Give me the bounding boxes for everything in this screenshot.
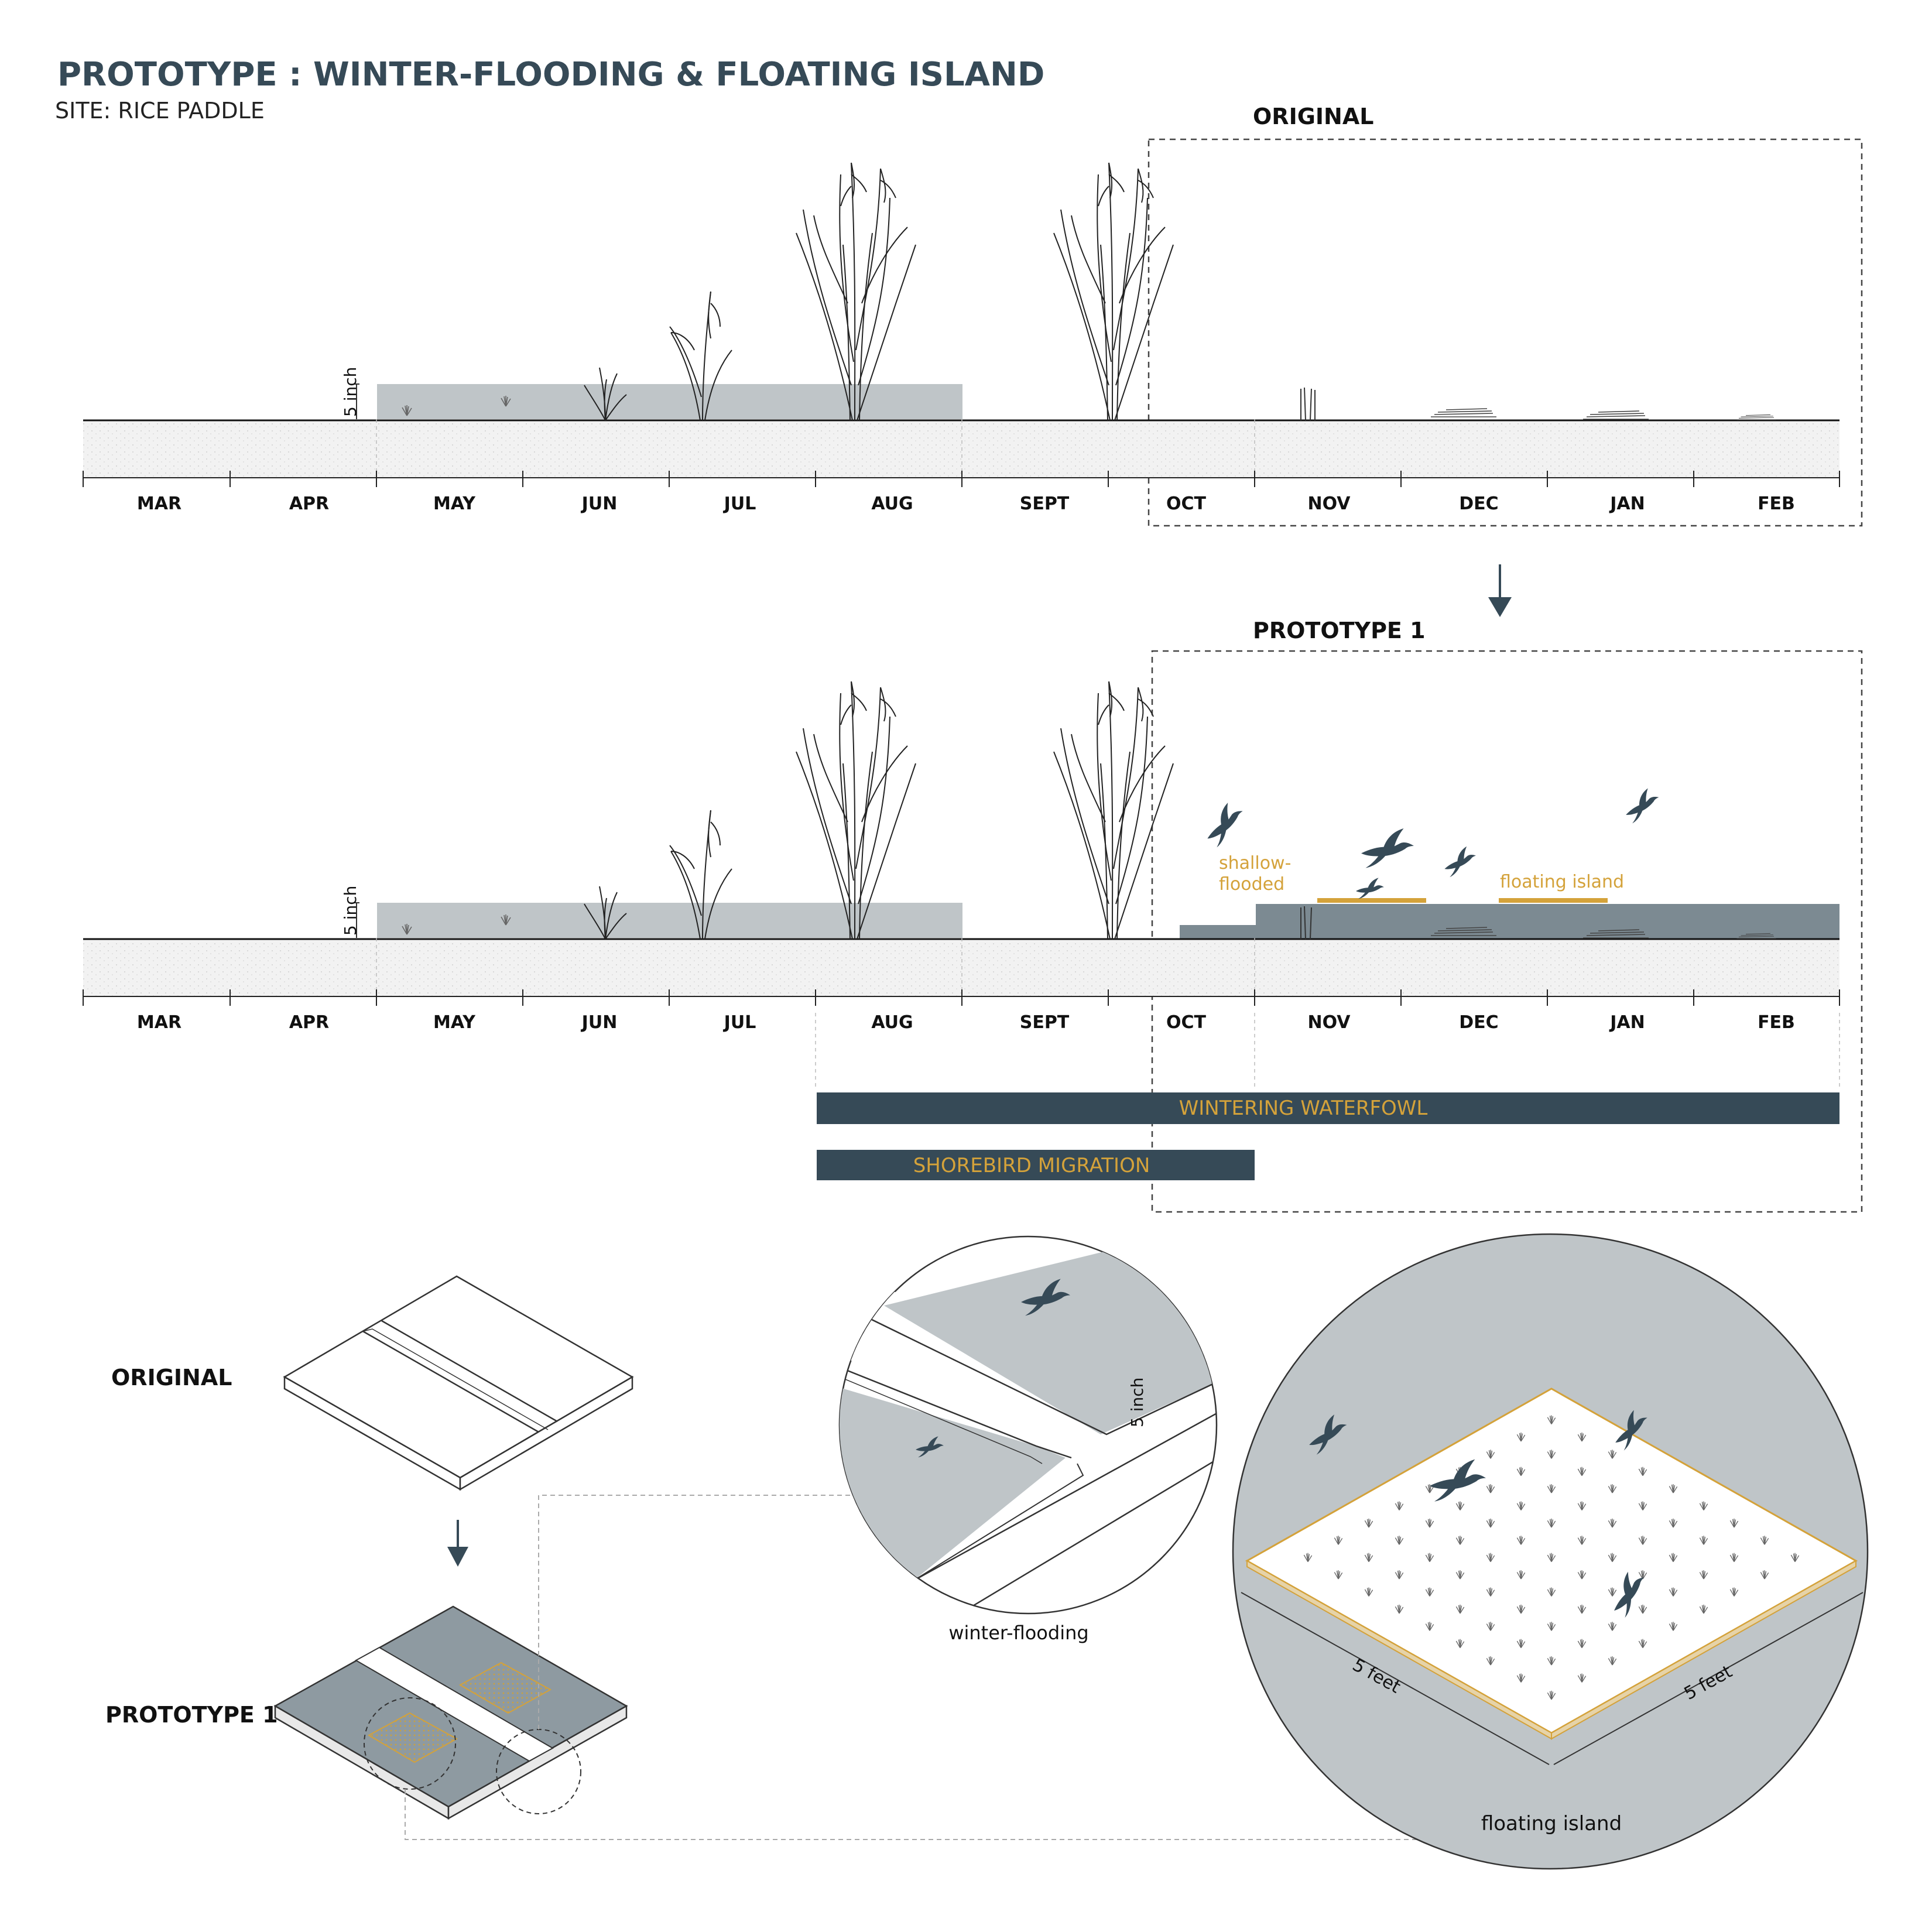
floating-island-strip (1317, 898, 1426, 903)
month-sept: SEPT (1020, 1012, 1070, 1033)
prototype-label: PROTOTYPE 1 (1253, 618, 1426, 643)
month-jul: JUL (723, 1012, 756, 1033)
depth-label: 5 inch (341, 886, 360, 936)
shallow-flooded-label-2: flooded (1219, 874, 1284, 895)
duck-bird-icon (1197, 798, 1252, 849)
month-jun: JUN (581, 1012, 618, 1033)
shorebird-migration-bar (817, 1150, 1255, 1180)
month-feb: FEB (1758, 1012, 1795, 1033)
month-sept: SEPT (1020, 494, 1070, 514)
wintering-waterfowl-label: WINTERING WATERFOWL (1179, 1097, 1428, 1120)
original-label: ORIGINAL (1253, 104, 1373, 129)
axon-prototype: PROTOTYPE 1 (105, 1605, 628, 1820)
leader-line-flooding (538, 1495, 851, 1729)
rice-plant-aug (796, 681, 916, 939)
floating-island-patch (458, 1662, 552, 1714)
month-jul: JUL (723, 494, 756, 514)
month-feb: FEB (1758, 494, 1795, 514)
axon-original-label: ORIGINAL (111, 1365, 232, 1390)
month-jun: JUN (581, 494, 618, 514)
axon-original: ORIGINAL (111, 1275, 634, 1491)
floating-island-label: floating island (1500, 872, 1624, 892)
month-dec: DEC (1459, 1012, 1498, 1033)
month-apr: APR (289, 1012, 329, 1033)
page-title: PROTOTYPE : WINTER-FLOODING & FLOATING I… (57, 56, 1044, 94)
season-bars: WINTERING WATERFOWL SHOREBIRD MIGRATION (817, 1092, 1839, 1180)
month-may: MAY (433, 1012, 476, 1033)
page-subtitle: SITE: RICE PADDLE (55, 98, 265, 124)
month-aug: AUG (871, 1012, 913, 1033)
soil-layer (83, 940, 1839, 996)
month-nov: NOV (1307, 494, 1351, 514)
month-dec: DEC (1459, 494, 1498, 514)
straw-feb (1736, 414, 1777, 420)
month-may: MAY (433, 494, 476, 514)
rice-plant-sept (1053, 162, 1174, 420)
month-nov: NOV (1307, 1012, 1351, 1033)
month-mar: MAR (137, 494, 181, 514)
depth-label: 5 inch (341, 367, 360, 417)
timeline-original: ORIGINAL 5 inch MAR APR MAY JUN JUL AUG … (83, 104, 1863, 527)
floating-island-caption: floating island (1481, 1812, 1622, 1835)
straw-dec (1430, 407, 1498, 418)
winter-flooding-caption: winter-flooding (948, 1622, 1088, 1644)
month-aug: AUG (871, 494, 913, 514)
summer-flood-water (377, 384, 962, 419)
dimension-line-left (1241, 1592, 1550, 1765)
rice-stubble-nov (1300, 387, 1316, 421)
axon-prototype-label: PROTOTYPE 1 (105, 1702, 278, 1728)
rice-plant-sept (1053, 681, 1174, 939)
leader-line-island (405, 1789, 1429, 1840)
month-mar: MAR (137, 1012, 181, 1033)
rice-plant-aug (796, 162, 916, 420)
dimension-line-right (1553, 1592, 1864, 1765)
landing-bird-icon (1356, 878, 1384, 899)
down-arrow-icon (1488, 564, 1512, 617)
down-arrow-icon-2 (447, 1520, 468, 1567)
floating-island-strip-2 (1499, 898, 1608, 903)
prototype-highlight-box (1151, 650, 1863, 1213)
shallow-flood-water (1180, 925, 1256, 939)
month-apr: APR (289, 494, 329, 514)
rice-stubble-nov (1300, 906, 1312, 940)
detail-floating-island: 5 feet 5 feet floating island (1232, 1233, 1869, 1870)
month-oct: OCT (1166, 494, 1207, 514)
month-jan: JAN (1609, 494, 1645, 514)
month-oct: OCT (1166, 1012, 1207, 1033)
duck-bird-icon-2 (1440, 844, 1480, 878)
shorebird-migration-label: SHOREBIRD MIGRATION (913, 1154, 1150, 1177)
callout-circle-island (364, 1697, 456, 1790)
month-jan: JAN (1609, 1012, 1645, 1033)
goose-bird-icon (1361, 828, 1414, 868)
soil-layer (83, 422, 1839, 478)
shallow-flooded-label-1: shallow- (1219, 853, 1291, 873)
winter-flood-water (1256, 904, 1839, 939)
timeline-prototype: PROTOTYPE 1 5 inch shallow- flooded floa… (83, 618, 1863, 1213)
summer-flood-water (377, 903, 962, 938)
flood-depth-label: 5 inch (1128, 1378, 1147, 1427)
floating-island-patch-2 (367, 1712, 458, 1763)
original-highlight-box (1147, 138, 1863, 527)
detail-winter-flooding: 5 inch winter-flooding (838, 1235, 1218, 1644)
duck-bird-icon-3 (1620, 786, 1664, 825)
wintering-waterfowl-bar (817, 1092, 1839, 1124)
straw-jan (1582, 410, 1649, 420)
